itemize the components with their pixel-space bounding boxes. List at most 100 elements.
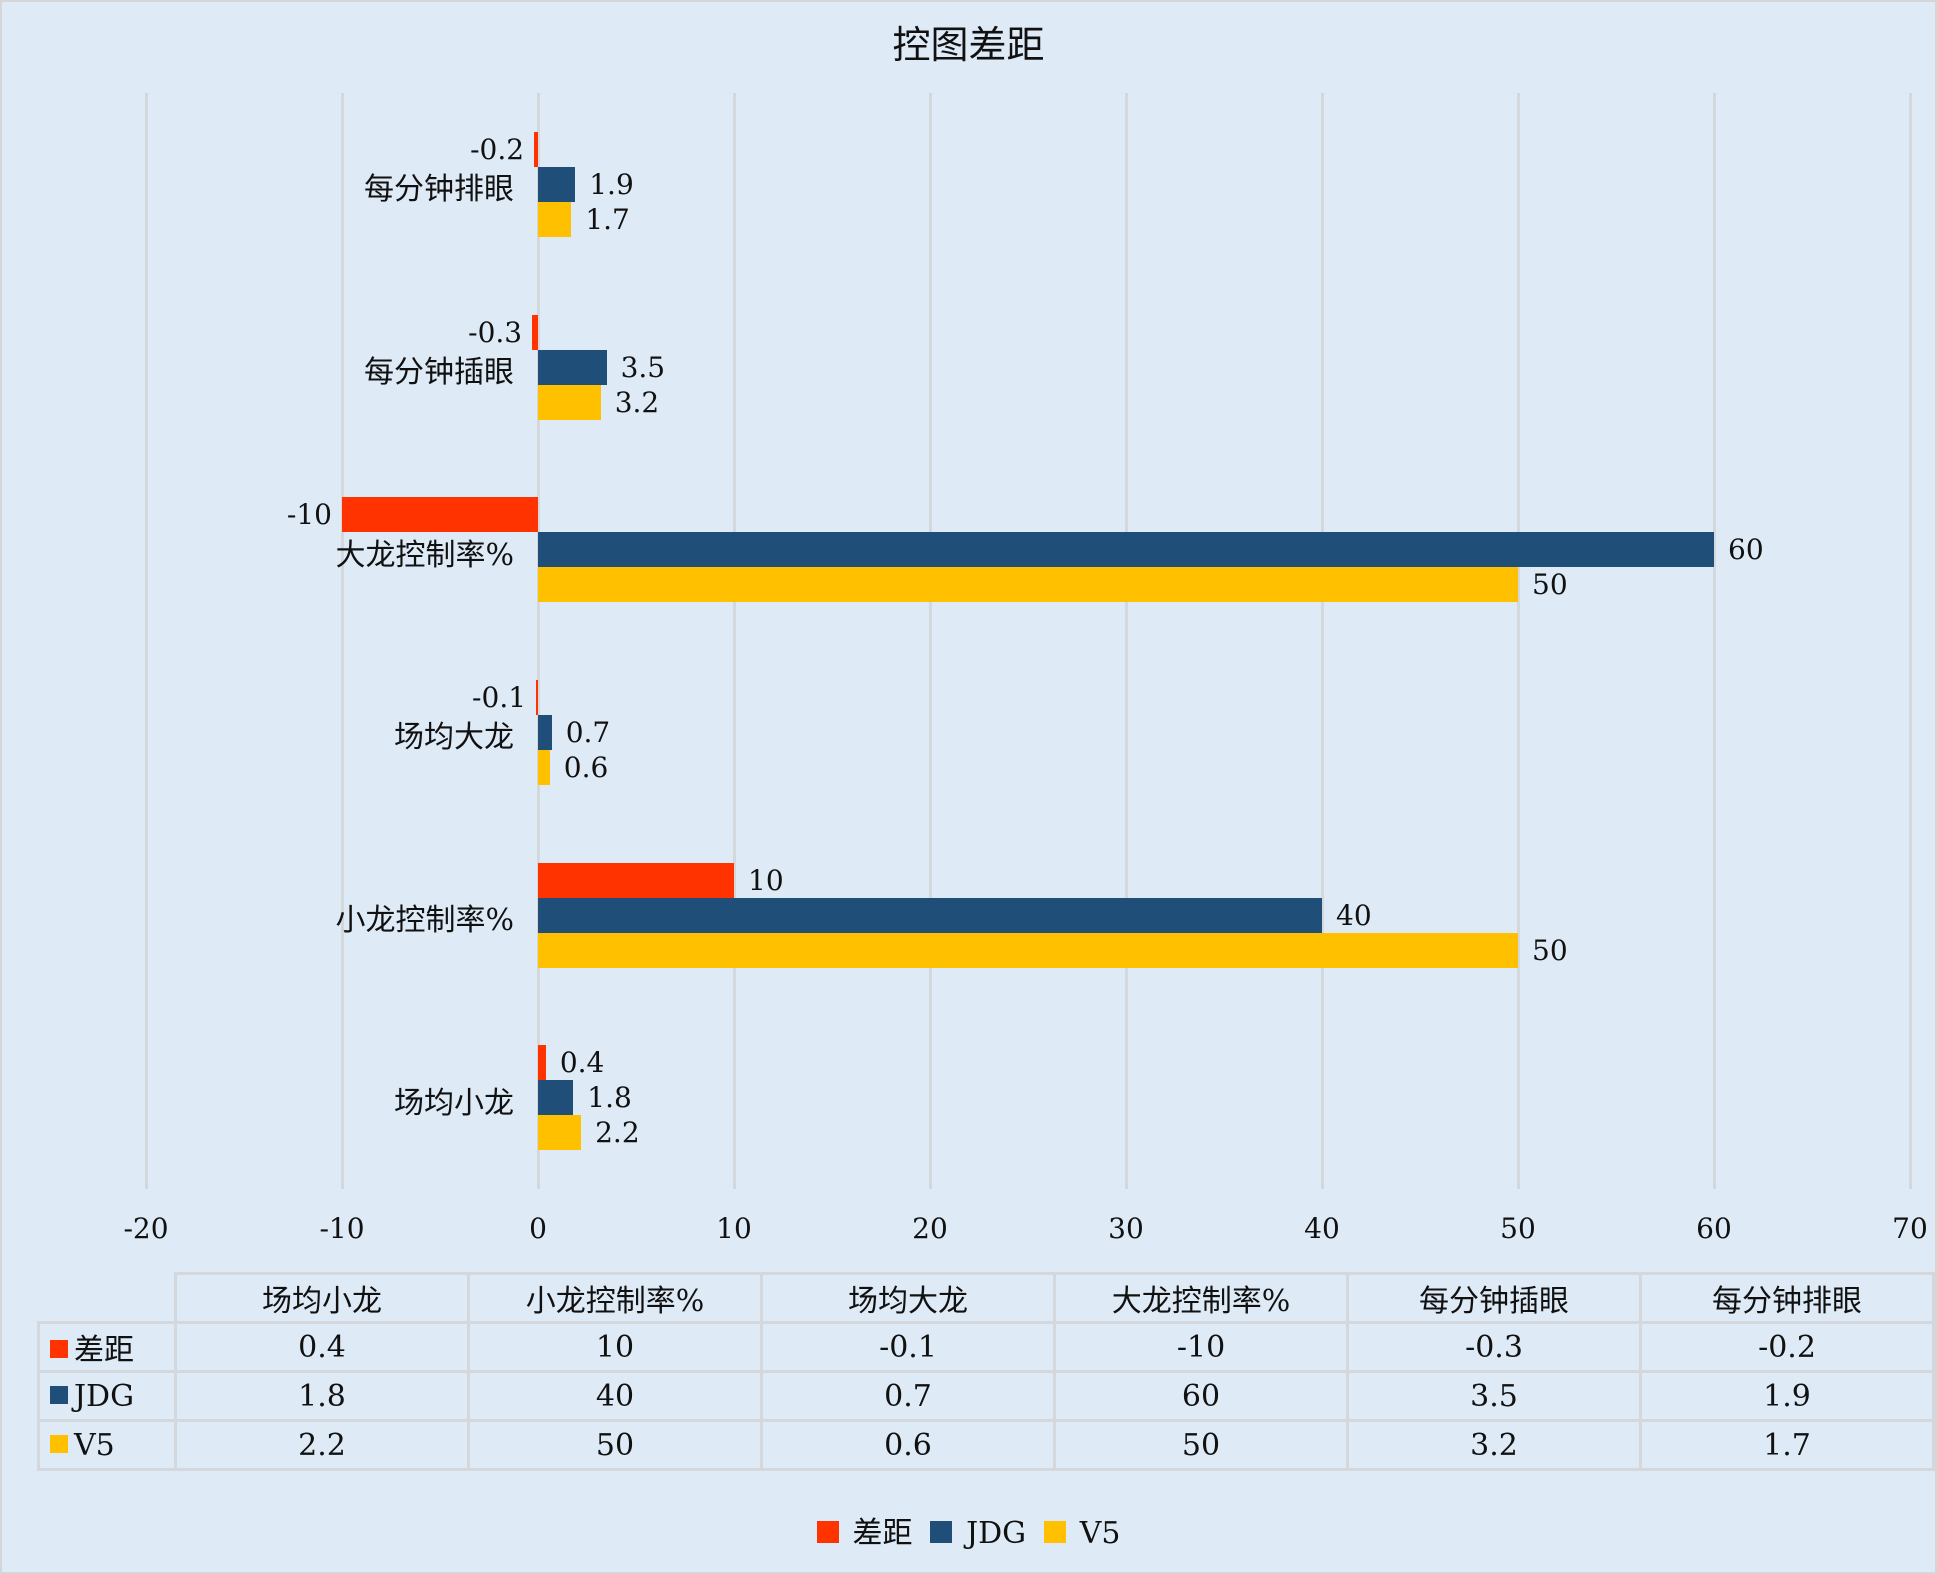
table-cell: -0.1 (760, 1321, 1056, 1373)
gridline (1125, 93, 1128, 1189)
category-label: 大龙控制率% (335, 537, 514, 573)
bar-gap[interactable] (342, 497, 538, 533)
table-header: 场均小龙 (174, 1272, 470, 1324)
data-label: 10 (748, 863, 784, 897)
table-header: 小龙控制率% (467, 1272, 763, 1324)
table-cell: 1.7 (1639, 1419, 1935, 1471)
category-label: 每分钟排眼 (364, 172, 514, 208)
bar-jdg[interactable] (538, 1080, 574, 1116)
x-tick-label: 20 (912, 1212, 948, 1245)
data-table: 场均小龙 小龙控制率% 场均大龙 大龙控制率% 每分钟插眼 每分钟排眼 差距 0… (37, 1272, 1935, 1471)
table-cell: 1.8 (174, 1370, 470, 1422)
bar-jdg[interactable] (538, 897, 1322, 933)
table-cell: 40 (467, 1370, 763, 1422)
data-label: -0.3 (468, 315, 523, 349)
table-cell: 50 (467, 1419, 763, 1471)
data-label: 50 (1532, 568, 1568, 602)
legend-key-icon (50, 1385, 68, 1404)
legend-item-jdg[interactable]: JDG (930, 1516, 1026, 1551)
data-label: 3.5 (620, 350, 666, 384)
gridline (1321, 93, 1324, 1189)
data-label: -0.1 (472, 680, 527, 714)
table-cell: 3.5 (1346, 1370, 1642, 1422)
bar-jdg[interactable] (538, 532, 1714, 568)
legend-key-icon (1043, 1521, 1066, 1543)
category-label: 场均大龙 (394, 720, 514, 756)
bar-v5[interactable] (538, 384, 601, 420)
category-label: 每分钟插眼 (364, 355, 514, 390)
table-cell: -10 (1053, 1321, 1349, 1373)
bar-v5[interactable] (538, 932, 1518, 968)
gridline (1909, 93, 1912, 1189)
bar-jdg[interactable] (538, 166, 576, 202)
data-label: 2.2 (595, 1116, 640, 1150)
legend-key-icon (50, 1340, 68, 1358)
gridline (537, 93, 540, 1189)
category-label: 小龙控制率% (335, 903, 514, 938)
x-tick-label: 60 (1696, 1212, 1732, 1245)
table-row: 差距 0.4 10 -0.1 -10 -0.3 -0.2 (37, 1321, 1935, 1373)
table-row: V5 2.2 50 0.6 50 3.2 1.7 (37, 1419, 1935, 1471)
table-corner (38, 1273, 177, 1324)
table-cell: 50 (1053, 1419, 1349, 1471)
table-cell: 3.2 (1346, 1419, 1642, 1471)
bar-gap[interactable] (536, 679, 539, 715)
series-label: JDG (37, 1370, 177, 1422)
bar-gap[interactable] (534, 131, 538, 167)
gridline (1713, 93, 1716, 1189)
table-header: 每分钟插眼 (1346, 1272, 1642, 1324)
data-label: -10 (286, 498, 332, 532)
data-label: 0.7 (565, 715, 611, 749)
table-cell: 0.7 (760, 1370, 1056, 1422)
data-label: -0.2 (470, 132, 525, 166)
x-tick-label: -10 (319, 1212, 365, 1245)
x-tick-label: 40 (1304, 1212, 1340, 1245)
series-label: V5 (37, 1419, 177, 1471)
data-label: 1.9 (589, 167, 634, 201)
legend-item-gap[interactable]: 差距 (816, 1508, 913, 1552)
data-label: 50 (1532, 933, 1568, 967)
bar-jdg[interactable] (538, 714, 552, 750)
data-label: 0.6 (563, 750, 609, 784)
table-cell: 2.2 (174, 1419, 470, 1471)
bar-v5[interactable] (538, 1115, 582, 1151)
x-tick-label: -20 (123, 1212, 169, 1245)
bar-v5[interactable] (538, 749, 550, 785)
legend-item-v5[interactable]: V5 (1043, 1516, 1120, 1551)
series-label: 差距 (37, 1321, 177, 1373)
table-header-row: 场均小龙 小龙控制率% 场均大龙 大龙控制率% 每分钟插眼 每分钟排眼 (38, 1272, 1935, 1324)
gridline (145, 93, 148, 1189)
table-cell: 1.9 (1639, 1370, 1935, 1422)
table-cell: 10 (467, 1321, 763, 1373)
gridline (733, 93, 736, 1189)
x-tick-label: 0 (529, 1212, 547, 1245)
bar-gap[interactable] (538, 862, 734, 898)
bar-v5[interactable] (538, 201, 572, 237)
bar-gap[interactable] (532, 314, 538, 350)
table-cell: 0.6 (760, 1419, 1056, 1471)
table-header: 大龙控制率% (1053, 1272, 1349, 1324)
data-label: 60 (1728, 533, 1764, 567)
legend-key-icon (816, 1521, 839, 1543)
table-header: 每分钟排眼 (1639, 1272, 1935, 1324)
table-cell: -0.3 (1346, 1321, 1642, 1373)
chart-title: 控图差距 (892, 23, 1045, 67)
gridline (341, 93, 344, 1189)
legend-key-icon (50, 1434, 68, 1453)
data-label: 40 (1336, 898, 1372, 932)
legend-key-icon (930, 1521, 953, 1543)
table-cell: 0.4 (174, 1321, 470, 1373)
bar-jdg[interactable] (538, 349, 607, 385)
bar-gap[interactable] (538, 1045, 546, 1081)
bar-v5[interactable] (538, 567, 1518, 603)
x-tick-label: 30 (1108, 1212, 1144, 1245)
data-label: 1.8 (587, 1081, 632, 1115)
table-cell: -0.2 (1639, 1321, 1935, 1373)
gridline (929, 93, 932, 1189)
table-header: 场均大龙 (760, 1272, 1056, 1324)
legend: 差距 JDG V5 (0, 1508, 1937, 1552)
data-label: 3.2 (614, 385, 660, 419)
x-tick-label: 50 (1500, 1212, 1536, 1245)
x-tick-label: 10 (716, 1212, 752, 1245)
